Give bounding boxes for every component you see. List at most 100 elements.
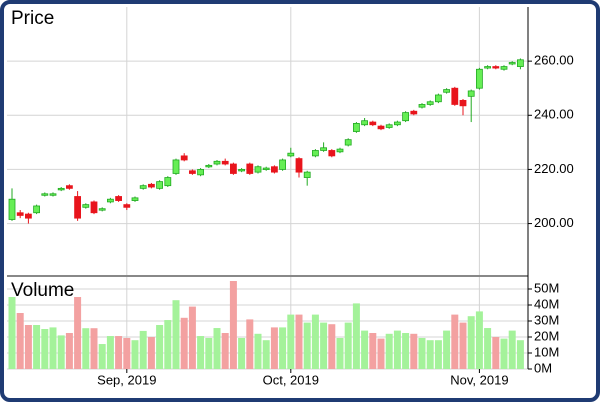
candle-body (361, 120, 369, 126)
candle-body (131, 197, 139, 201)
volume-bar (402, 333, 410, 369)
candle-body (303, 171, 311, 178)
volume-bar (164, 320, 172, 369)
candle-body (16, 212, 24, 216)
candle-body (410, 110, 418, 115)
y-tick-label: 40M (534, 296, 559, 311)
volume-bar (98, 344, 106, 369)
candle-body (434, 94, 442, 103)
volume-bar (459, 322, 467, 369)
candle-body (443, 89, 451, 93)
volume-bar (484, 328, 492, 369)
volume-bar (123, 337, 131, 369)
candle-body (328, 150, 336, 157)
candle-body (164, 177, 172, 187)
y-tick-label: 50M (534, 280, 559, 295)
candle-body (221, 160, 229, 165)
candle-body (467, 90, 475, 97)
candle-body (33, 205, 40, 214)
candle-body (393, 121, 401, 126)
y-tick-label: 10M (534, 344, 559, 359)
volume-bar (344, 322, 352, 369)
volume-bar (49, 327, 57, 369)
candle-body (402, 112, 410, 122)
candle-body (139, 185, 147, 189)
volume-bar (82, 328, 90, 369)
volume-bar (180, 317, 188, 369)
candle-body (147, 183, 155, 188)
volume-bar (221, 333, 229, 369)
candle-body (426, 101, 434, 105)
candle-body (262, 167, 270, 170)
candle-body (344, 139, 352, 146)
volume-bar (24, 325, 32, 369)
candle-body (57, 187, 65, 191)
volume-bar (131, 340, 139, 369)
candle-body (24, 213, 32, 219)
volume-bar (33, 325, 41, 369)
volume-bar (451, 314, 459, 369)
volume-title: Volume (11, 280, 74, 301)
volume-bar (246, 319, 254, 369)
volume-bar (74, 297, 82, 369)
price-title: Price (11, 8, 54, 29)
candle-body (246, 163, 254, 174)
volume-bar (434, 340, 442, 369)
candle-body (336, 148, 344, 153)
volume-bar (336, 337, 344, 369)
candle-body (500, 66, 508, 70)
volume-bar (172, 300, 180, 369)
candle-body (74, 196, 81, 219)
volume-bar (426, 340, 434, 369)
candle-body (98, 208, 106, 211)
volume-bar (287, 314, 295, 369)
volume-bar (213, 328, 221, 369)
volume-bar (197, 336, 205, 369)
volume-bar (279, 327, 287, 369)
candle-body (484, 66, 492, 69)
volume-bar (238, 337, 246, 369)
volume-bar (139, 330, 147, 369)
volume-bar (147, 337, 155, 369)
volume-bar (262, 340, 270, 369)
volume-bar (295, 314, 303, 369)
candle-body (295, 158, 303, 173)
volume-bar (418, 337, 426, 369)
candle-body (82, 204, 90, 208)
y-tick-label: 0M (534, 360, 552, 375)
candle-body (172, 159, 180, 174)
candle-body (213, 160, 221, 165)
candle-body (115, 196, 122, 201)
candle-body (66, 185, 73, 189)
candle-body (459, 99, 467, 107)
candle-body (492, 66, 500, 69)
candle-body (8, 198, 16, 220)
volume-bar (188, 306, 196, 369)
volume-bar (508, 330, 516, 369)
x-tick-label: Nov, 2019 (450, 372, 508, 387)
candle-body (352, 123, 360, 132)
volume-bar (270, 327, 278, 369)
volume-bar (361, 330, 369, 369)
candle-body (279, 159, 287, 170)
candle-body (49, 193, 57, 196)
candle-body (180, 155, 188, 161)
y-tick-label: 20M (534, 328, 559, 343)
volume-bar (41, 329, 49, 369)
volume-bar (410, 333, 418, 369)
candle-body (90, 201, 98, 214)
volume-bar (475, 311, 483, 369)
y-tick-label: 240.00 (534, 107, 574, 122)
candle-body (385, 124, 393, 128)
x-tick-label: Sep, 2019 (97, 372, 156, 387)
candle-body (238, 169, 246, 172)
volume-bar (516, 340, 524, 369)
candle-body (254, 166, 262, 173)
candle-body (517, 59, 524, 67)
candle-body (41, 193, 49, 196)
volume-bar (16, 313, 24, 369)
candle-body (508, 62, 516, 65)
volume-bar (320, 322, 328, 369)
volume-bar (57, 335, 65, 369)
